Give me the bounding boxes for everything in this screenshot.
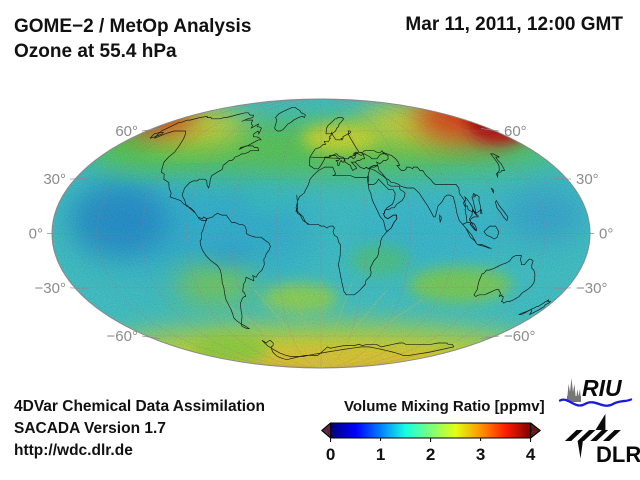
svg-text:DLR: DLR [596,442,640,467]
svg-text:RIU: RIU [582,375,623,401]
